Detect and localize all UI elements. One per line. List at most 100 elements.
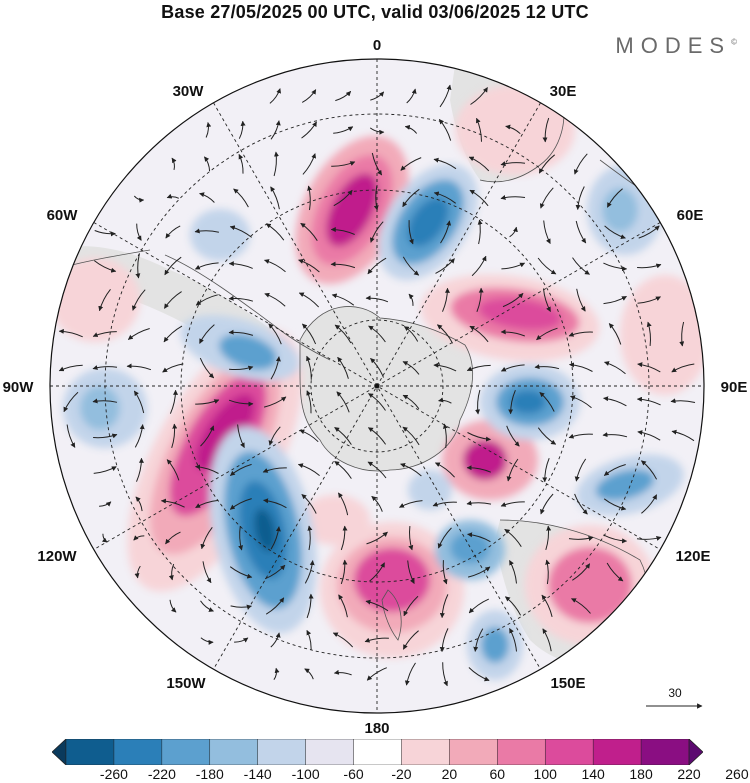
lon-label-180: 180 <box>364 720 389 737</box>
wind-vector <box>304 668 314 680</box>
wind-vector <box>371 495 383 512</box>
wind-vector <box>534 364 560 370</box>
copyright-mark: © <box>731 37 737 47</box>
longitude-labels: 0 30E 60E 90E 120E 150E 180 150W 120W 90… <box>3 37 748 737</box>
wind-vector <box>469 189 489 207</box>
legend-ticks: -260 -220 -180 -140 -100 -60 -20 20 60 100 140 180 2… <box>0 766 750 783</box>
wind-vector <box>637 296 661 304</box>
wind-vector <box>131 289 146 311</box>
wind-vector <box>408 526 414 551</box>
wind-vector <box>370 91 385 101</box>
wind-vector <box>568 331 593 337</box>
wind-vector <box>575 220 587 244</box>
wind-vector <box>194 262 219 270</box>
reference-vector-label: 30 <box>668 686 682 700</box>
legend-bin <box>305 739 355 765</box>
wind-vector <box>101 533 108 543</box>
wind-vector <box>368 393 386 411</box>
wind-vector <box>641 460 658 480</box>
wind-vector <box>536 327 558 341</box>
wind-vector <box>570 395 592 409</box>
wind-vector <box>337 356 349 379</box>
wind-vector <box>402 361 420 375</box>
wind-vector <box>604 225 626 240</box>
wind-vector <box>58 364 83 372</box>
antarctica-land <box>300 306 473 471</box>
lon-label-90w: 90W <box>3 379 35 396</box>
wind-vector <box>229 225 253 238</box>
wind-vector <box>160 498 185 508</box>
wind-vector <box>439 628 449 653</box>
wind-vector <box>542 628 552 652</box>
wind-vector <box>338 594 348 618</box>
wind-vector <box>641 494 658 514</box>
wind-vector <box>473 628 484 652</box>
wind-vector <box>400 463 422 477</box>
wind-vector <box>164 256 182 276</box>
wind-vector <box>268 426 281 446</box>
wind-vector <box>506 425 520 447</box>
wind-vector <box>403 595 419 617</box>
wind-vector <box>269 88 282 104</box>
wind-vector <box>233 188 249 208</box>
modes-brand-logo: MODES© <box>615 33 737 59</box>
legend-tick-label: 180 <box>629 766 653 782</box>
wind-vector <box>504 528 522 547</box>
wind-vector <box>574 458 587 482</box>
wind-vector <box>469 325 489 343</box>
wind-vector <box>603 262 628 272</box>
wind-vector <box>265 597 285 615</box>
wind-vector <box>194 228 220 234</box>
wind-vector <box>331 161 356 167</box>
wind-vector <box>408 293 414 306</box>
wind-vector <box>402 256 420 276</box>
wind-vector <box>195 399 220 405</box>
wind-vector <box>265 223 285 241</box>
wind-vector <box>298 259 320 273</box>
wind-vector <box>509 226 518 238</box>
wind-vector <box>99 501 112 507</box>
wind-vector <box>163 325 183 343</box>
wind-vector <box>332 632 354 648</box>
wind-vector <box>228 399 254 407</box>
wind-vector <box>333 669 352 676</box>
legend-tick-label: 100 <box>533 766 557 782</box>
wind-vector <box>539 392 555 412</box>
wind-vector <box>471 255 487 277</box>
wind-vector <box>402 394 420 410</box>
wind-vector <box>92 365 118 370</box>
wind-vector <box>636 536 662 541</box>
lon-label-60e: 60E <box>677 207 704 224</box>
wind-vector <box>333 126 354 134</box>
legend-tick-label: 220 <box>677 766 701 782</box>
wind-vector <box>202 561 212 584</box>
lon-label-120w: 120W <box>37 548 77 565</box>
wind-vector <box>501 262 526 270</box>
wind-vector <box>467 432 491 442</box>
wind-vector <box>336 391 350 413</box>
wind-vector <box>466 465 491 473</box>
legend-bin <box>65 739 115 765</box>
wind-vector <box>433 157 457 170</box>
anomaly-high-far-west <box>50 258 140 342</box>
wind-vector <box>238 525 243 551</box>
wind-vector <box>230 463 252 476</box>
wind-vector <box>637 263 662 269</box>
wind-vector <box>369 221 384 243</box>
wind-vectors <box>58 84 696 687</box>
wind-vector <box>606 188 623 208</box>
wind-vector <box>542 458 550 483</box>
south-pole-marker <box>374 383 380 389</box>
wind-vector <box>58 328 83 338</box>
wind-vector <box>273 151 279 177</box>
wind-vector <box>168 563 175 581</box>
wind-vector <box>545 525 552 551</box>
wind-vector <box>330 227 355 235</box>
wind-vector <box>307 525 313 551</box>
wind-vector <box>228 295 254 302</box>
legend-tick-label: -180 <box>195 766 224 782</box>
legend-bin <box>52 739 67 765</box>
legend-bin <box>113 739 163 765</box>
wind-vector <box>538 154 556 174</box>
